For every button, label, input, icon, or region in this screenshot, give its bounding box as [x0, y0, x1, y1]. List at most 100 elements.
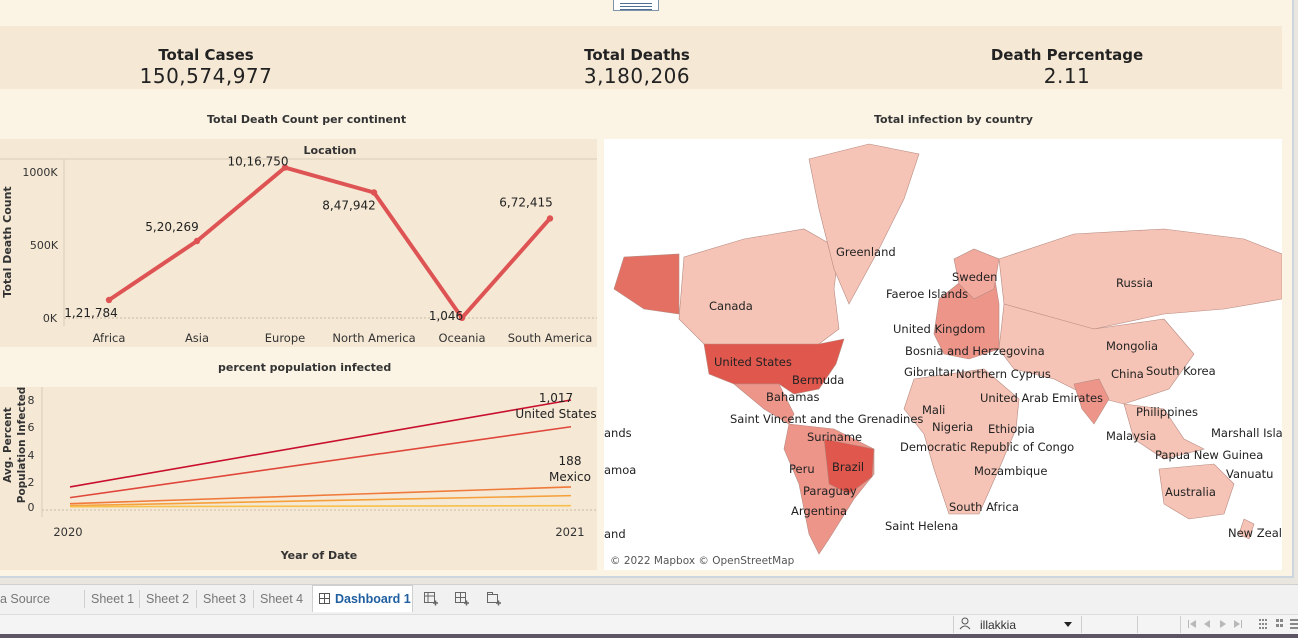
map-label: South Korea [1146, 364, 1216, 378]
map-label: Paraguay [803, 484, 857, 498]
y-tick: 0K [43, 312, 58, 325]
death-point[interactable] [105, 296, 113, 304]
kpi-value: 3,180,206 [583, 64, 691, 88]
y-tick: 2 [28, 476, 35, 489]
user-name: illakkia [980, 618, 1017, 632]
new-story-icon[interactable] [486, 591, 502, 607]
tab-label: Dashboard 1 [335, 592, 411, 606]
death-chart-title: Total Death Count per continent [207, 113, 407, 126]
map-credit: © 2022 Mapbox © OpenStreetMap [610, 555, 795, 567]
y-tick: 4 [28, 449, 35, 462]
map-region-mexico [733, 383, 795, 425]
y-tick: 8 [28, 394, 35, 407]
infection-series-line[interactable] [69, 399, 572, 488]
annotation-label: United States [515, 407, 596, 421]
map-label: China [1111, 367, 1144, 381]
map-label: Suriname [807, 430, 863, 444]
tab-sheet-3[interactable]: Sheet 3 [203, 592, 247, 606]
map-label: Vanuatu [1226, 467, 1274, 481]
map-label: Bosnia and Herzegovina [905, 344, 1045, 358]
map-title: Total infection by country [874, 113, 1033, 126]
map-label: Sweden [952, 270, 998, 284]
status-bar [0, 614, 1298, 635]
tab-dashboard-1[interactable]: Dashboard 1 [312, 585, 413, 612]
x-category-label: Africa [93, 331, 126, 345]
death-chart-header: Location [304, 144, 357, 157]
map-label: Malaysia [1106, 429, 1157, 443]
infection-ylabel-line2: Population Infected [16, 387, 28, 503]
death-point[interactable] [281, 164, 289, 171]
tab-sheet-2[interactable]: Sheet 2 [146, 592, 190, 606]
infection-series-line[interactable] [69, 494, 572, 507]
tab-sheet-4[interactable]: Sheet 4 [260, 592, 304, 606]
map-label: United Arab Emirates [980, 391, 1104, 405]
new-worksheet-icon[interactable] [423, 591, 439, 607]
y-tick: 6 [28, 421, 35, 434]
sheet-navigation-icons[interactable] [1187, 619, 1249, 629]
map-label: amoa [604, 463, 637, 477]
map-region-india [1073, 378, 1110, 425]
map-region-southeast-asia [1123, 403, 1205, 460]
infection-chart[interactable]: 8 6 4 2 0 Avg. Percent Population Infect… [0, 387, 597, 570]
map-region-africa [903, 368, 1020, 515]
map-label: Mongolia [1106, 339, 1159, 353]
infection-map[interactable]: Greenland Sweden Faeroe Islands Russia C… [604, 139, 1282, 570]
map-label: Bermuda [792, 373, 845, 387]
infection-xlabel: Year of Date [280, 549, 358, 562]
y-tick: 500K [30, 239, 59, 252]
desktop-strip [0, 634, 1298, 638]
x-category-label: Europe [265, 331, 305, 345]
infection-series-line[interactable] [69, 486, 572, 505]
tab-sheet-1[interactable]: Sheet 1 [91, 592, 135, 606]
map-label: Mozambique [974, 464, 1048, 478]
infection-chart-title: percent population infected [218, 361, 392, 374]
chevron-down-icon [1064, 622, 1072, 627]
dashboard-canvas: Total Cases 150,574,977 Total Deaths 3,1… [0, 0, 1294, 578]
x-tick: 2020 [53, 525, 82, 539]
status-separator [1137, 616, 1138, 633]
map-label: South Africa [949, 500, 1019, 514]
status-separator [1081, 616, 1082, 633]
map-label: Philippines [1136, 405, 1198, 419]
death-point[interactable] [193, 237, 201, 245]
infection-series-line[interactable] [69, 504, 572, 508]
map-region-united-states [703, 338, 845, 395]
map-label: Saint Helena [885, 519, 959, 533]
infection-chart-panel [0, 387, 597, 570]
tab-separator [139, 590, 140, 608]
map-label: and [604, 527, 626, 541]
kpi-total-cases: Total Cases 150,574,977 [76, 46, 336, 88]
drag-handle-icon[interactable] [613, 0, 659, 11]
x-category-label: Oceania [438, 331, 485, 345]
view-toggle-icons[interactable] [1258, 618, 1298, 630]
map-region-brazil [823, 438, 875, 495]
death-point[interactable] [546, 215, 554, 222]
death-point[interactable] [458, 314, 466, 322]
annotation-value: 188 [559, 454, 582, 468]
kpi-value: 150,574,977 [139, 64, 273, 88]
new-dashboard-icon[interactable] [454, 591, 470, 607]
tab-separator [196, 590, 197, 608]
user-icon [959, 617, 971, 630]
infection-series-line[interactable] [69, 425, 572, 499]
death-chart[interactable]: Location 1000K 500K 0K Total Death Count… [0, 139, 597, 349]
kpi-title: Total Cases [158, 46, 254, 64]
data-label: 1,21,784 [64, 306, 117, 320]
x-category-label: North America [332, 331, 415, 345]
status-separator [1180, 616, 1181, 633]
map-label: Canada [709, 299, 753, 313]
tab-data-source[interactable]: a Source [0, 592, 51, 606]
kpi-title: Death Percentage [990, 46, 1144, 64]
data-label: 1,046 [429, 309, 463, 323]
tab-separator [253, 590, 254, 608]
user-menu[interactable]: illakkia [954, 615, 1078, 633]
map-region-alaska [613, 253, 680, 315]
x-category-label: Asia [185, 331, 209, 345]
death-point[interactable] [370, 189, 378, 196]
map-label: Saint Vincent and the Grenadines [730, 412, 924, 426]
map-label: Faeroe Islands [886, 287, 969, 301]
map-region-greenland [808, 143, 920, 305]
data-label: 8,47,942 [322, 199, 375, 213]
dashboard-icon [319, 593, 330, 604]
map-label: Nigeria [932, 420, 974, 434]
